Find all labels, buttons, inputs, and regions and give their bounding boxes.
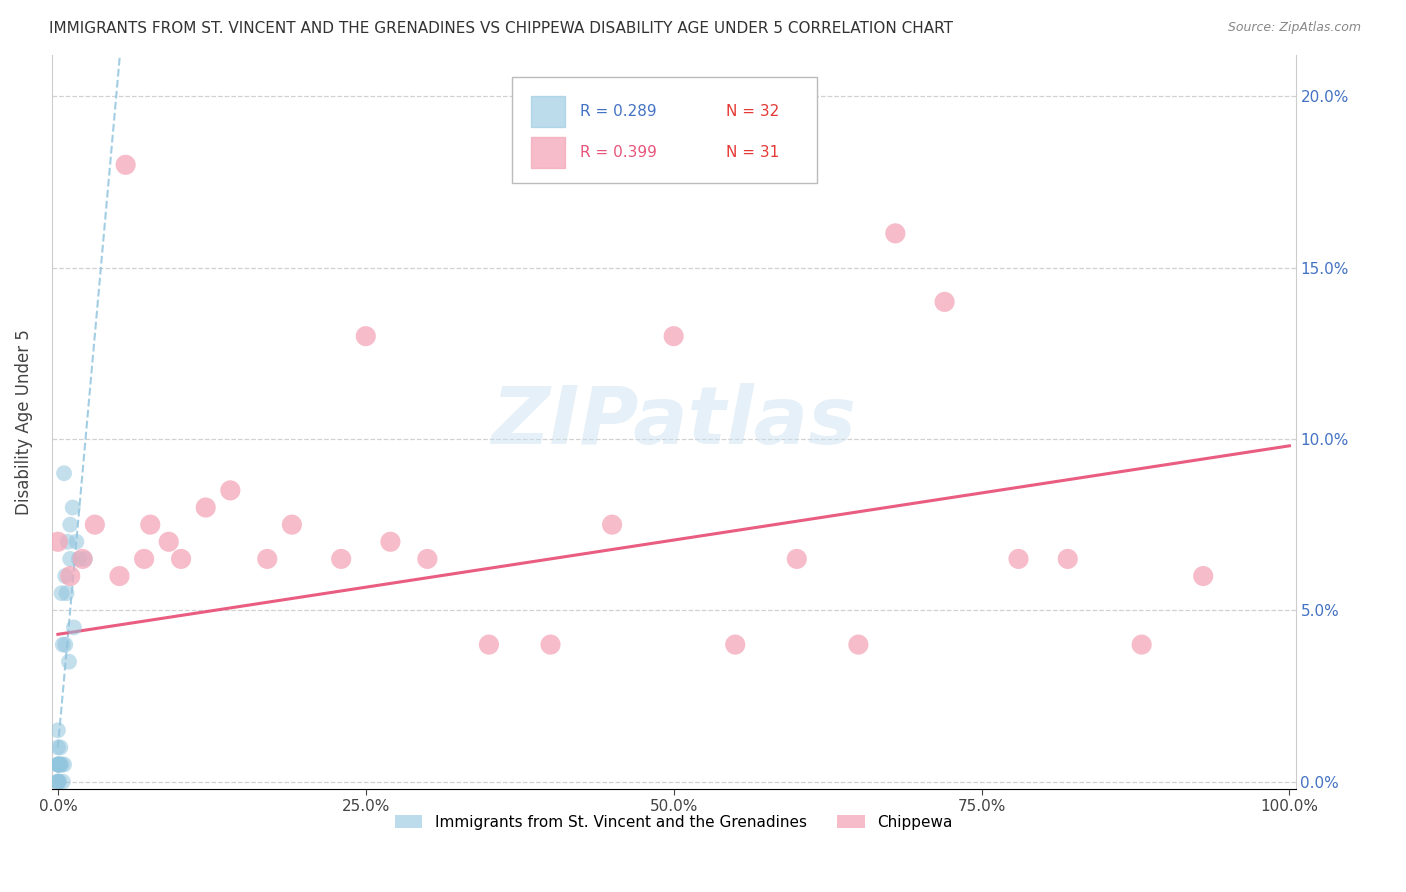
Point — [46, 534, 69, 549]
Point — [786, 552, 808, 566]
Point — [139, 517, 162, 532]
Point — [65, 534, 87, 549]
Point — [48, 757, 70, 772]
Point — [56, 534, 79, 549]
Text: R = 0.289: R = 0.289 — [581, 104, 657, 120]
Point — [884, 227, 907, 241]
Point — [55, 586, 77, 600]
Bar — [530, 137, 565, 168]
Point — [108, 569, 131, 583]
Point — [157, 534, 180, 549]
Point — [1192, 569, 1215, 583]
Point — [330, 552, 353, 566]
Point — [194, 500, 217, 515]
Text: N = 31: N = 31 — [725, 145, 779, 161]
Point — [48, 757, 70, 772]
Point — [46, 757, 69, 772]
Point — [51, 757, 73, 772]
Point — [51, 586, 73, 600]
Point — [1130, 638, 1153, 652]
Text: N = 32: N = 32 — [725, 104, 779, 120]
Point — [83, 517, 105, 532]
Point — [73, 552, 96, 566]
Point — [46, 757, 69, 772]
Point — [46, 774, 69, 789]
Point — [416, 552, 439, 566]
Point — [53, 757, 76, 772]
Point — [170, 552, 193, 566]
Point — [52, 638, 75, 652]
Point — [848, 638, 870, 652]
Point — [1007, 552, 1029, 566]
Point — [46, 757, 69, 772]
Point — [600, 517, 623, 532]
Point — [380, 534, 402, 549]
Point — [48, 757, 70, 772]
Point — [67, 552, 90, 566]
Point — [49, 757, 72, 772]
Point — [49, 740, 72, 755]
Point — [58, 655, 80, 669]
Text: ZIPatlas: ZIPatlas — [491, 383, 856, 461]
Point — [46, 774, 69, 789]
Point — [46, 740, 69, 755]
Text: R = 0.399: R = 0.399 — [581, 145, 657, 161]
Point — [53, 467, 76, 481]
Point — [540, 638, 562, 652]
FancyBboxPatch shape — [512, 77, 817, 184]
Point — [63, 620, 86, 634]
Point — [53, 638, 76, 652]
Point — [52, 774, 75, 789]
Point — [72, 552, 94, 566]
Point — [114, 158, 136, 172]
Point — [281, 517, 304, 532]
Point — [53, 569, 76, 583]
Point — [48, 774, 70, 789]
Bar — [530, 96, 565, 127]
Point — [256, 552, 278, 566]
Point — [46, 774, 69, 789]
Point — [59, 552, 82, 566]
Point — [59, 569, 82, 583]
Point — [62, 500, 84, 515]
Point — [724, 638, 747, 652]
Text: IMMIGRANTS FROM ST. VINCENT AND THE GRENADINES VS CHIPPEWA DISABILITY AGE UNDER : IMMIGRANTS FROM ST. VINCENT AND THE GREN… — [49, 21, 953, 37]
Y-axis label: Disability Age Under 5: Disability Age Under 5 — [15, 329, 32, 515]
Point — [478, 638, 501, 652]
Point — [934, 294, 956, 309]
Text: Source: ZipAtlas.com: Source: ZipAtlas.com — [1227, 21, 1361, 35]
Point — [59, 517, 82, 532]
Point — [354, 329, 377, 343]
Legend: Immigrants from St. Vincent and the Grenadines, Chippewa: Immigrants from St. Vincent and the Gren… — [389, 809, 959, 836]
Point — [46, 723, 69, 738]
Point — [662, 329, 685, 343]
Point — [132, 552, 155, 566]
Point — [219, 483, 242, 498]
Point — [1056, 552, 1078, 566]
